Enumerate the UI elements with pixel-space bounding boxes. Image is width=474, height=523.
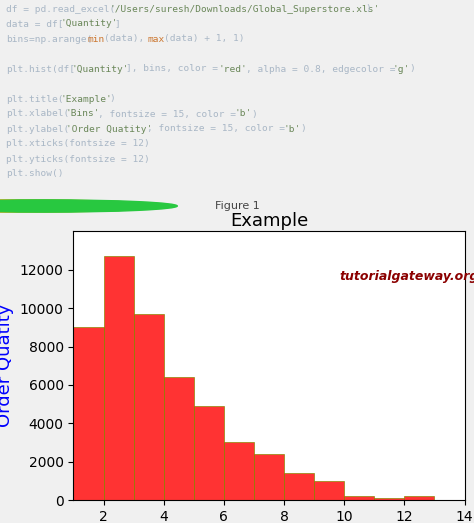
Text: plt.xticks(fontsize = 12): plt.xticks(fontsize = 12) [6, 140, 149, 149]
Text: 'Example': 'Example' [60, 95, 112, 104]
Title: Example: Example [230, 212, 308, 230]
Text: bins=np.arange(: bins=np.arange( [6, 35, 92, 43]
Text: 'g': 'g' [392, 64, 410, 74]
Bar [314, 481, 344, 500]
Text: data = df[: data = df[ [6, 19, 63, 28]
Bar [194, 406, 224, 500]
Text: ): ) [109, 95, 115, 104]
Bar [134, 314, 164, 500]
Text: 'b': 'b' [235, 109, 252, 119]
Text: 'Quantity': 'Quantity' [71, 64, 128, 74]
Text: ): ) [365, 5, 371, 14]
Text: '/Users/suresh/Downloads/Global_Superstore.xls': '/Users/suresh/Downloads/Global_Supersto… [109, 5, 380, 14]
Text: ): ) [409, 64, 415, 74]
Text: 'Quantity': 'Quantity' [60, 19, 118, 28]
Text: min: min [87, 35, 105, 43]
Text: 'Order Quatity': 'Order Quatity' [65, 124, 152, 133]
Bar [164, 377, 194, 500]
Text: 'Bins': 'Bins' [65, 109, 100, 119]
Bar [73, 327, 103, 500]
Text: ): ) [300, 124, 306, 133]
Text: , fontsize = 15, color =: , fontsize = 15, color = [99, 109, 242, 119]
Text: (data) + 1, 1): (data) + 1, 1) [164, 35, 244, 43]
Text: df = pd.read_excel(: df = pd.read_excel( [6, 5, 115, 14]
Bar [374, 498, 404, 500]
Text: max: max [147, 35, 164, 43]
Text: plt.yticks(fontsize = 12): plt.yticks(fontsize = 12) [6, 154, 149, 164]
Bar [103, 256, 134, 500]
Bar [344, 496, 374, 500]
Text: (data),: (data), [104, 35, 150, 43]
Text: , alpha = 0.8, edgecolor =: , alpha = 0.8, edgecolor = [246, 64, 401, 74]
Text: plt.xlabel(: plt.xlabel( [6, 109, 69, 119]
Text: plt.show(): plt.show() [6, 169, 63, 178]
Text: Figure 1: Figure 1 [215, 201, 259, 211]
Text: plt.title(: plt.title( [6, 95, 63, 104]
Bar [404, 496, 435, 500]
Y-axis label: Order Quatity: Order Quatity [0, 304, 14, 427]
Text: tutorialgateway.org: tutorialgateway.org [339, 270, 474, 283]
Text: plt.hist(df[: plt.hist(df[ [6, 64, 75, 74]
Circle shape [0, 200, 141, 212]
Text: ): ) [251, 109, 257, 119]
Text: plt.ylabel(: plt.ylabel( [6, 124, 69, 133]
Bar [224, 442, 254, 500]
Text: , fontsize = 15, color =: , fontsize = 15, color = [147, 124, 291, 133]
Text: ], bins, color =: ], bins, color = [126, 64, 223, 74]
Text: 'b': 'b' [283, 124, 301, 133]
Text: 'red': 'red' [218, 64, 247, 74]
Circle shape [0, 200, 177, 212]
Circle shape [0, 200, 159, 212]
Bar [254, 454, 284, 500]
Text: ]: ] [115, 19, 120, 28]
Bar [284, 473, 314, 500]
